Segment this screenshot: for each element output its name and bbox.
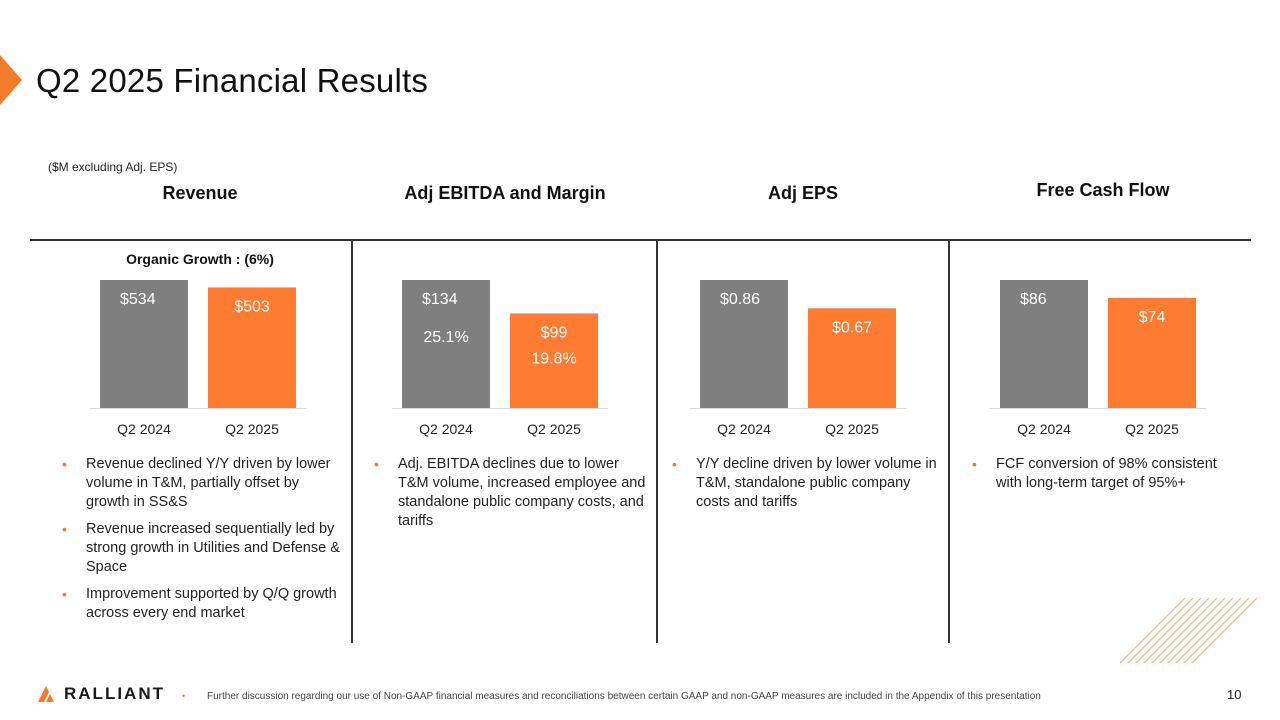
bar-value-label: $534 — [120, 291, 156, 308]
page-number: 10 — [1227, 687, 1242, 702]
bar-value-label: $503 — [234, 298, 270, 315]
adj-eps-bullets: • Y/Y decline driven by lower volume in T… — [670, 455, 945, 520]
list-item: • Y/Y decline driven by lower volume in T… — [672, 456, 937, 510]
bar-value-label: $99 — [541, 324, 568, 341]
list-item: • Revenue declined Y/Y driven by lower vo… — [62, 456, 331, 510]
header-adj-eps: Adj EPS — [767, 183, 838, 203]
organic-growth-label: Organic Growth : (6%) — [126, 251, 274, 267]
bar-q2-2025 — [208, 287, 296, 408]
page-title: Q2 2025 Financial Results — [36, 62, 429, 99]
footnote-bullet-icon: • — [182, 691, 186, 701]
revenue-bullets: • Revenue declined Y/Y driven by lower vo… — [60, 455, 340, 631]
ralliant-logo: RALLIANT — [36, 682, 165, 706]
bar-value-label: $0.67 — [832, 319, 872, 336]
bar-q2-2025 — [808, 308, 896, 408]
footnote: Further discussion regarding our use of … — [207, 691, 1041, 702]
bullet-icon: • — [374, 456, 379, 472]
margin-label: 25.1% — [423, 329, 468, 346]
column-divider-1 — [351, 240, 353, 643]
bar-value-label: $0.86 — [720, 291, 760, 308]
x-tick-label: Q2 2024 — [1017, 421, 1071, 437]
x-tick-label: Q2 2024 — [419, 421, 473, 437]
bullet-icon: • — [62, 586, 67, 602]
units-note: ($M excluding Adj. EPS) — [48, 160, 178, 174]
decorative-hatch-icon — [1119, 598, 1258, 663]
free-cash-flow-chart: $86 Q2 2024 $74 Q2 2025 — [990, 280, 1206, 437]
list-item: • Adj. EBITDA declines due to lower T&M v… — [374, 456, 646, 529]
x-tick-label: Q2 2025 — [225, 421, 279, 437]
list-item: • FCF conversion of 98% consistent with l… — [972, 456, 1217, 491]
bar-q2-2024 — [700, 280, 788, 408]
list-item: • Improvement supported by Q/Q growth acr… — [62, 586, 337, 621]
column-divider-2 — [656, 240, 658, 643]
bar-q2-2024 — [1000, 280, 1088, 408]
header-rule — [30, 239, 1251, 241]
bar-value-label: $86 — [1020, 291, 1047, 308]
bullet-icon: • — [972, 456, 977, 472]
list-item: • Revenue increased sequentially led by s… — [62, 521, 340, 575]
logo-text: RALLIANT — [64, 684, 165, 703]
bar-value-label: $74 — [1139, 309, 1166, 326]
column-divider-3 — [948, 240, 950, 643]
header-free-cash-flow: Free Cash Flow — [1036, 180, 1170, 200]
bar-q2-2025 — [510, 313, 598, 408]
adj-ebitda-chart: $134 25.1% Q2 2024 $99 19.8% Q2 2025 — [392, 280, 608, 437]
adj-eps-chart: $0.86 Q2 2024 $0.67 Q2 2025 — [690, 280, 906, 437]
x-tick-label: Q2 2025 — [1125, 421, 1179, 437]
revenue-chart: $534 Q2 2024 $503 Q2 2025 — [90, 280, 306, 437]
bar-value-label: $134 — [422, 291, 458, 308]
bullet-icon: • — [672, 456, 677, 472]
free-cash-flow-bullets: • FCF conversion of 98% consistent with l… — [970, 455, 1245, 501]
x-tick-label: Q2 2024 — [717, 421, 771, 437]
header-revenue: Revenue — [162, 183, 238, 203]
x-tick-label: Q2 2024 — [117, 421, 171, 437]
bullet-icon: • — [62, 456, 67, 472]
adj-ebitda-bullets: • Adj. EBITDA declines due to lower T&M v… — [372, 455, 647, 539]
margin-label: 19.8% — [531, 350, 576, 367]
accent-chevron-icon — [0, 55, 22, 105]
ralliant-logo-icon — [38, 686, 54, 702]
bullet-icon: • — [62, 521, 67, 537]
x-tick-label: Q2 2025 — [825, 421, 879, 437]
bar-q2-2025 — [1108, 297, 1196, 408]
x-tick-label: Q2 2025 — [527, 421, 581, 437]
header-adj-ebitda: Adj EBITDA and Margin — [404, 183, 606, 203]
bar-q2-2024 — [402, 280, 490, 408]
bar-q2-2024 — [100, 280, 188, 408]
